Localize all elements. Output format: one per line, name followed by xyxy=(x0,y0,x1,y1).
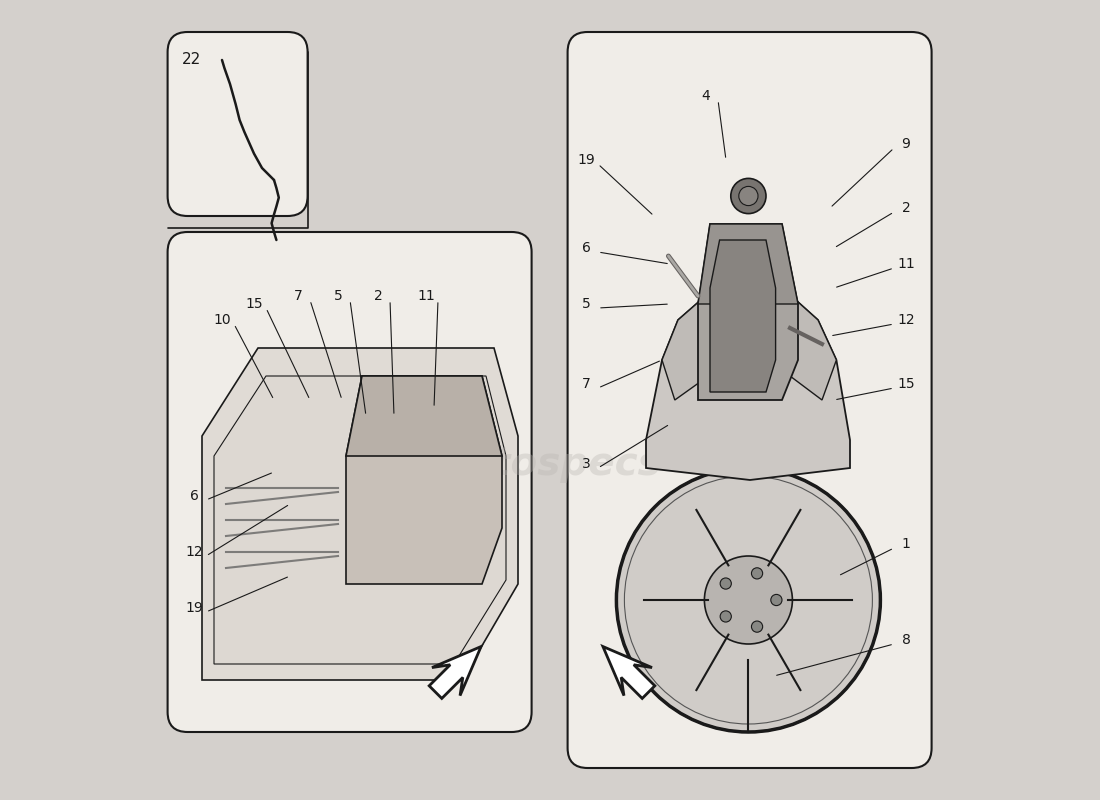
Circle shape xyxy=(771,594,782,606)
Polygon shape xyxy=(698,224,798,400)
Text: 5: 5 xyxy=(582,297,591,311)
FancyBboxPatch shape xyxy=(568,32,932,768)
Text: 12: 12 xyxy=(185,545,202,559)
Polygon shape xyxy=(646,284,850,480)
Text: 15: 15 xyxy=(898,377,915,391)
Text: 8: 8 xyxy=(902,633,911,647)
Polygon shape xyxy=(429,646,481,698)
Text: 6: 6 xyxy=(582,241,591,255)
Text: 19: 19 xyxy=(185,601,202,615)
Text: 1: 1 xyxy=(902,537,911,551)
Text: 3: 3 xyxy=(582,457,591,471)
Text: 6: 6 xyxy=(189,489,198,503)
Polygon shape xyxy=(698,224,798,304)
Circle shape xyxy=(751,568,762,579)
Text: 4: 4 xyxy=(702,89,711,103)
Circle shape xyxy=(616,468,880,732)
Text: 7: 7 xyxy=(582,377,591,391)
Text: 19: 19 xyxy=(578,153,595,167)
Text: 2: 2 xyxy=(374,289,383,303)
Circle shape xyxy=(751,621,762,632)
Circle shape xyxy=(739,186,758,206)
Circle shape xyxy=(720,578,732,589)
Text: 11: 11 xyxy=(417,289,434,303)
Circle shape xyxy=(704,556,792,644)
Polygon shape xyxy=(202,348,518,680)
Text: 9: 9 xyxy=(902,137,911,151)
Text: 7: 7 xyxy=(294,289,302,303)
Polygon shape xyxy=(346,376,502,584)
Circle shape xyxy=(730,178,766,214)
Text: 10: 10 xyxy=(213,313,231,327)
Circle shape xyxy=(720,611,732,622)
Text: 15: 15 xyxy=(245,297,263,311)
Polygon shape xyxy=(662,284,836,400)
Polygon shape xyxy=(214,376,506,664)
Text: autospecs: autospecs xyxy=(439,445,661,483)
Polygon shape xyxy=(710,240,776,392)
Text: 5: 5 xyxy=(333,289,342,303)
Polygon shape xyxy=(346,376,502,456)
Text: 11: 11 xyxy=(898,257,915,271)
Text: 22: 22 xyxy=(182,52,201,67)
Text: 12: 12 xyxy=(898,313,915,327)
Polygon shape xyxy=(603,646,654,698)
Text: 2: 2 xyxy=(902,201,911,215)
FancyBboxPatch shape xyxy=(167,32,308,216)
FancyBboxPatch shape xyxy=(167,232,531,732)
